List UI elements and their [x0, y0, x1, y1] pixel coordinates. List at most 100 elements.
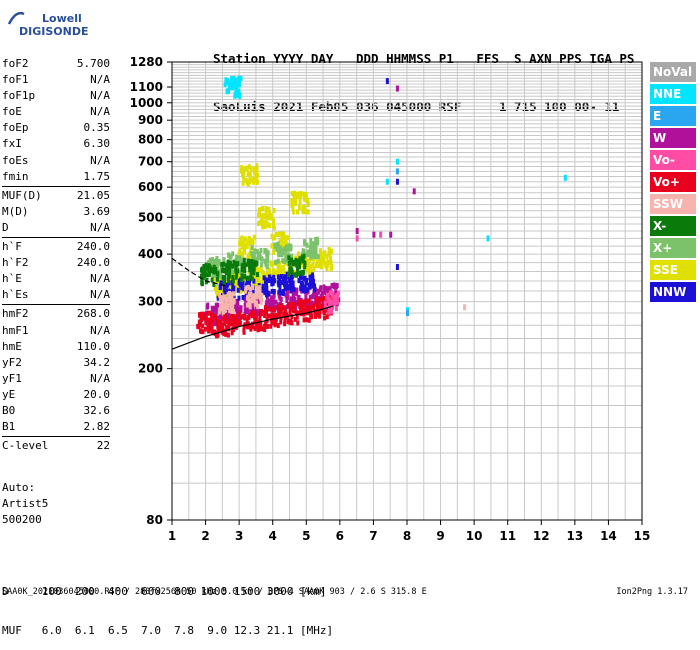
data-point — [203, 267, 207, 273]
data-point — [283, 241, 287, 247]
data-point — [210, 306, 214, 312]
data-point — [316, 254, 320, 260]
data-point — [223, 275, 227, 281]
data-point — [259, 255, 263, 261]
data-point — [253, 283, 257, 289]
data-point — [247, 164, 251, 170]
x-tick-label: 12 — [533, 529, 550, 543]
data-point — [294, 191, 298, 197]
data-point — [232, 282, 236, 288]
data-point — [250, 265, 254, 271]
data-point — [281, 290, 285, 296]
data-point — [266, 253, 270, 259]
param-name: yF2 — [2, 355, 22, 369]
data-point — [315, 236, 319, 242]
data-point — [286, 303, 290, 309]
data-point — [313, 245, 317, 251]
data-point — [267, 269, 271, 275]
data-point — [283, 275, 287, 281]
data-point — [306, 200, 310, 206]
data-point — [290, 198, 294, 204]
param-name: h`E — [2, 272, 22, 286]
data-point — [251, 309, 255, 315]
data-point — [236, 303, 240, 309]
data-point — [310, 246, 314, 252]
data-point — [258, 285, 262, 291]
data-point — [316, 240, 320, 246]
data-point — [270, 233, 274, 239]
data-point — [213, 269, 217, 275]
param-name: D — [2, 220, 9, 234]
data-point — [290, 253, 294, 259]
data-point — [221, 316, 225, 322]
param-name: B1 — [2, 420, 16, 434]
data-point — [230, 293, 234, 299]
data-point — [301, 248, 305, 254]
data-point — [308, 305, 312, 311]
data-point — [315, 296, 319, 302]
data-point — [217, 307, 221, 313]
y-tick-label: 1100 — [130, 80, 163, 94]
param-value: N/A — [90, 288, 110, 302]
data-point — [330, 264, 334, 270]
data-point — [271, 298, 275, 305]
data-point — [285, 280, 289, 287]
data-point — [320, 293, 324, 299]
data-point — [287, 283, 291, 289]
data-point — [277, 231, 281, 237]
param-value: 240.0 — [76, 256, 110, 270]
data-point — [224, 313, 228, 319]
data-point — [305, 317, 309, 323]
data-point — [322, 304, 326, 310]
data-point — [259, 247, 263, 253]
param-row: h`F2 240.0 — [2, 255, 110, 271]
data-point — [267, 291, 271, 297]
data-point — [251, 259, 255, 265]
data-point — [238, 311, 242, 317]
data-point — [313, 241, 317, 247]
y-tick-label: 1280 — [130, 55, 163, 69]
data-point — [241, 180, 245, 186]
data-point — [293, 194, 297, 200]
data-point — [301, 285, 305, 291]
param-name: h`F2 — [2, 256, 29, 270]
data-point — [215, 276, 219, 282]
param-value: N/A — [90, 73, 110, 87]
data-point — [222, 257, 226, 263]
param-name: hmF1 — [2, 323, 29, 337]
data-point — [331, 293, 335, 299]
auto-label: Auto: — [2, 481, 36, 494]
data-point — [267, 206, 271, 212]
data-point — [238, 247, 242, 253]
data-point — [216, 327, 220, 333]
data-point — [233, 93, 237, 99]
data-point — [305, 265, 309, 271]
data-point — [220, 274, 224, 280]
data-point — [317, 263, 321, 269]
data-point — [223, 289, 227, 295]
data-point — [334, 289, 338, 295]
data-point — [272, 288, 276, 294]
data-point — [253, 248, 257, 254]
data-point — [272, 293, 276, 299]
data-point — [222, 284, 226, 290]
data-point — [305, 287, 309, 293]
param-value: 32.6 — [83, 403, 111, 417]
data-point — [250, 276, 254, 282]
data-point — [306, 258, 310, 264]
data-point — [251, 290, 255, 296]
data-point — [257, 213, 261, 219]
data-point — [274, 259, 278, 265]
data-point — [231, 85, 235, 91]
data-point — [334, 284, 338, 290]
data-point — [310, 300, 314, 306]
data-point — [315, 259, 319, 265]
data-point — [225, 302, 229, 308]
data-point — [263, 280, 267, 286]
data-point — [263, 305, 267, 311]
data-point — [264, 248, 268, 254]
data-point — [206, 310, 210, 316]
data-point — [276, 258, 280, 264]
data-point — [299, 285, 303, 291]
data-point — [229, 76, 233, 82]
